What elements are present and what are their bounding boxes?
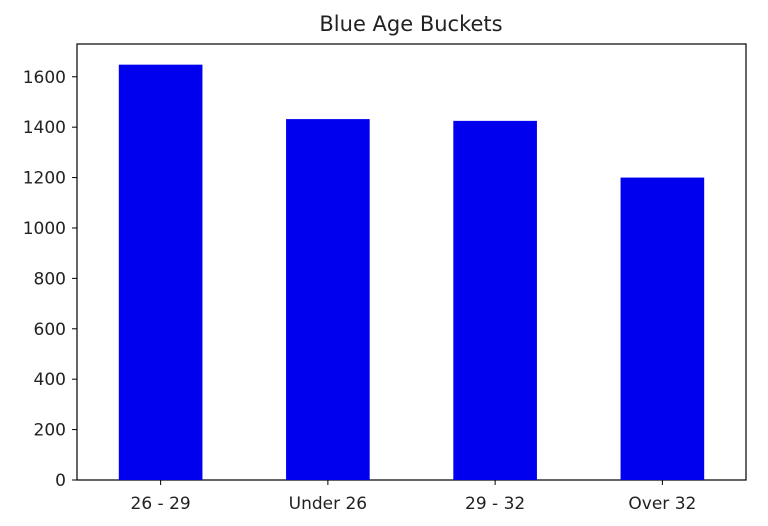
y-tick-label-3: 600	[34, 320, 66, 340]
y-axis: 0 200 400 600 800 1000 1200 1400 1600	[23, 68, 77, 491]
y-tick-label-4: 800	[34, 269, 66, 289]
plot-frame	[76, 43, 747, 481]
y-tick-label-7: 1400	[23, 118, 66, 138]
y-tick-label-1: 200	[34, 421, 66, 441]
bar-0	[118, 64, 203, 480]
bar-group	[118, 64, 705, 480]
bar-1	[286, 119, 370, 480]
x-tick-label-3: Over 32	[628, 494, 696, 514]
x-tick-label-0: 26 - 29	[131, 494, 191, 514]
x-tick-label-1: Under 26	[289, 494, 368, 514]
y-tick-label-2: 400	[34, 370, 66, 390]
y-tick-label-8: 1600	[23, 68, 66, 88]
y-tick-label-6: 1200	[23, 169, 66, 189]
bar-3	[620, 177, 705, 480]
bar-2	[453, 120, 537, 480]
y-tick-label-5: 1000	[23, 219, 66, 239]
x-axis: 26 - 29 Under 26 29 - 32 Over 32	[131, 480, 696, 514]
x-tick-label-2: 29 - 32	[465, 494, 525, 514]
chart-title: Blue Age Buckets	[319, 12, 502, 36]
y-tick-label-0: 0	[55, 471, 66, 491]
